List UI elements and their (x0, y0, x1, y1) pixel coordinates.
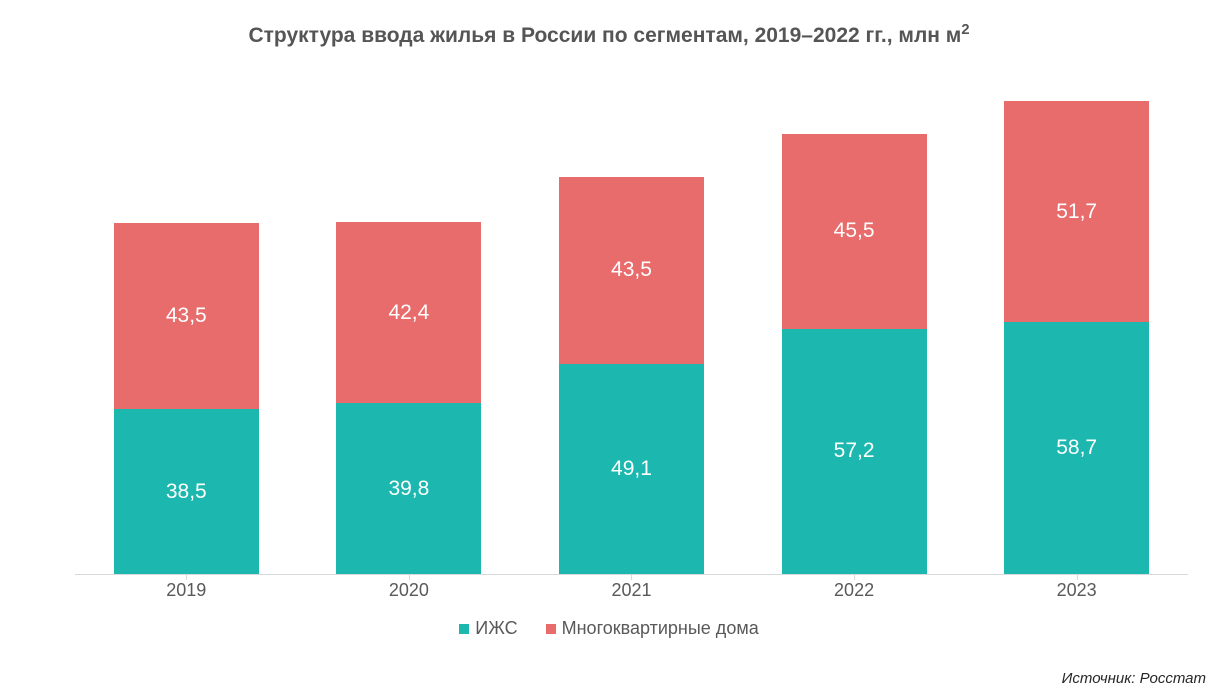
bar-slot: 57,245,5 (743, 95, 966, 574)
bar-slot: 39,842,4 (298, 95, 521, 574)
legend-swatch (459, 624, 469, 634)
bar: 58,751,7 (1004, 101, 1149, 574)
bar-segment-mkd: 51,7 (1004, 101, 1149, 323)
legend-item-mkd: Многоквартирные дома (546, 618, 759, 639)
x-tick: 2021 (520, 580, 743, 601)
legend-item-izhs: ИЖС (459, 618, 517, 639)
bar: 49,143,5 (559, 177, 704, 574)
legend-swatch (546, 624, 556, 634)
bar-slot: 49,143,5 (520, 95, 743, 574)
bar-segment-izhs: 57,2 (782, 329, 927, 574)
bar-segment-izhs: 49,1 (559, 364, 704, 574)
x-tick: 2020 (298, 580, 521, 601)
x-tick: 2019 (75, 580, 298, 601)
bar-segment-izhs: 38,5 (114, 409, 259, 574)
legend-label: ИЖС (475, 618, 517, 639)
bar-segment-izhs: 58,7 (1004, 322, 1149, 574)
bar-segment-izhs: 39,8 (336, 403, 481, 574)
x-tick: 2023 (965, 580, 1188, 601)
legend-label: Многоквартирные дома (562, 618, 759, 639)
bar: 39,842,4 (336, 222, 481, 574)
legend: ИЖС Многоквартирные дома (0, 618, 1218, 639)
x-tick: 2022 (743, 580, 966, 601)
x-axis: 20192020202120222023 (75, 580, 1188, 601)
bar-slot: 58,751,7 (965, 95, 1188, 574)
bar: 38,543,5 (114, 223, 259, 574)
bar-segment-mkd: 43,5 (114, 223, 259, 409)
bar-segment-mkd: 45,5 (782, 134, 927, 329)
source-label: Источник: Росстат (1062, 670, 1206, 687)
bar-slot: 38,543,5 (75, 95, 298, 574)
bar-segment-mkd: 42,4 (336, 222, 481, 404)
chart-title: Структура ввода жилья в России по сегмен… (0, 0, 1218, 48)
bar: 57,245,5 (782, 134, 927, 574)
bar-segment-mkd: 43,5 (559, 177, 704, 363)
plot-area: 38,543,539,842,449,143,557,245,558,751,7 (75, 95, 1188, 575)
